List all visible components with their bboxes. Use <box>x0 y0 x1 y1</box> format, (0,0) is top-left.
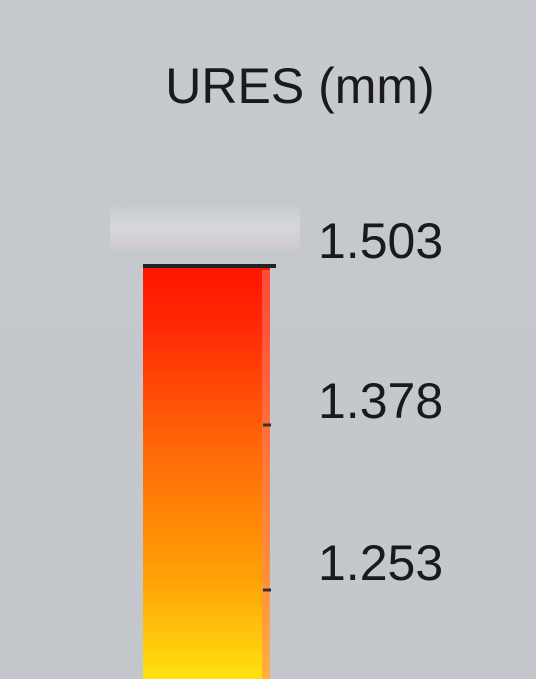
tick-label: 1.253 <box>318 535 443 591</box>
tick-label: 1.378 <box>318 373 443 429</box>
bar-edge <box>262 270 270 679</box>
legend-title: URES (mm) <box>165 58 434 114</box>
highlight <box>110 205 300 250</box>
tick-label: 1.503 <box>318 213 443 269</box>
color-bar <box>143 266 270 679</box>
